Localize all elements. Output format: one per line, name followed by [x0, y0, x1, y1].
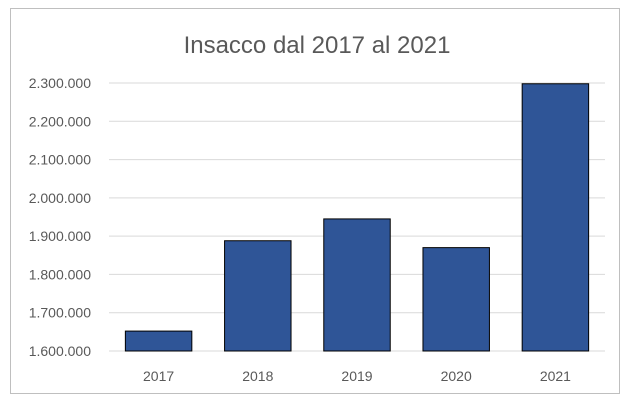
- x-tick-label: 2018: [242, 368, 273, 384]
- y-axis-ticks: 1.600.000 1.700.000 1.800.000 1.900.000 2.00…: [29, 75, 91, 359]
- y-tick-label: 2.200.000: [29, 113, 91, 129]
- x-axis-ticks: 2017 2018 2019 2020 2021: [143, 368, 571, 384]
- chart-frame: Insacco dal 2017 al 2021 1.600.000 1.700.…: [10, 8, 620, 394]
- bar-2019: [323, 218, 391, 352]
- y-tick-label: 2.300.000: [29, 75, 91, 91]
- x-tick-label: 2020: [441, 368, 472, 384]
- chart-title: Insacco dal 2017 al 2021: [184, 32, 451, 59]
- y-tick-label: 1.800.000: [29, 266, 91, 282]
- y-tick-label: 1.700.000: [29, 305, 91, 321]
- x-tick-label: 2019: [341, 368, 372, 384]
- y-tick-label: 2.100.000: [29, 152, 91, 168]
- y-tick-label: 2.000.000: [29, 190, 91, 206]
- x-tick-label: 2021: [540, 368, 571, 384]
- y-tick-label: 1.900.000: [29, 228, 91, 244]
- bar-2017: [124, 330, 193, 352]
- bar-chart: Insacco dal 2017 al 2021 1.600.000 1.700.…: [29, 32, 605, 384]
- bar-2018: [224, 240, 292, 352]
- x-tick-label: 2017: [143, 368, 174, 384]
- bars: [124, 83, 590, 352]
- bar-2020: [422, 247, 490, 352]
- y-tick-label: 1.600.000: [29, 343, 91, 359]
- bar-2021: [521, 83, 590, 352]
